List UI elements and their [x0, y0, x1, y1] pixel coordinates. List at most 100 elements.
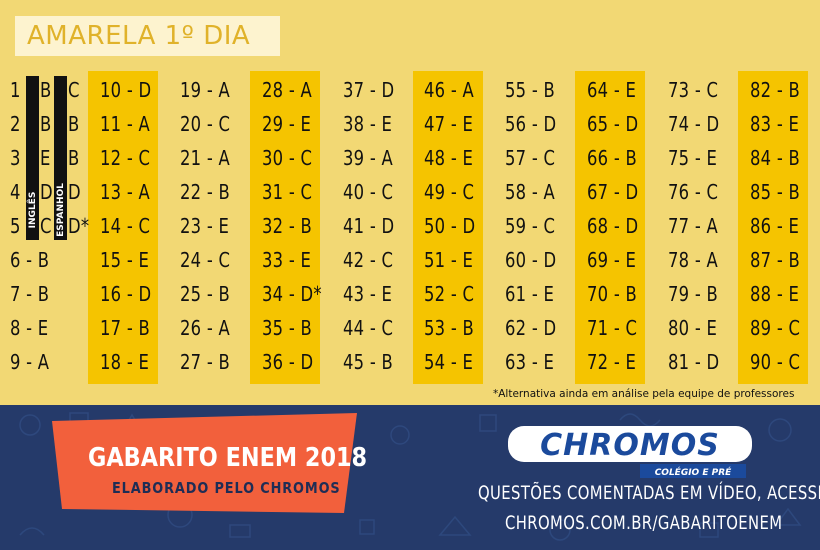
spanish-label: ESPANHOL [56, 183, 66, 237]
answer-item: 18 - E [100, 350, 150, 374]
answer-item: 55 - B [505, 78, 555, 102]
cta-line-1: QUESTÕES COMENTADAS EM VÍDEO, ACESSE: [478, 482, 820, 504]
answer-item: 52 - C [424, 282, 475, 306]
answer-item: 17 - B [100, 316, 150, 340]
english-label: INGLÊS [28, 191, 38, 229]
answer-item: 29 - E [262, 112, 312, 136]
answer-item: 35 - B [262, 316, 312, 340]
footnote: *Alternativa ainda em análise pela equip… [493, 388, 795, 400]
answer-item: 30 - C [262, 146, 313, 170]
language-answer-english: E [40, 146, 51, 170]
language-answer-number: 5 [10, 214, 21, 238]
answer-item: 37 - D [343, 78, 395, 102]
answer-item: 39 - A [343, 146, 393, 170]
answer-item: 22 - B [180, 180, 230, 204]
banner-shape [52, 413, 357, 513]
title-box [15, 16, 280, 56]
answer-item: 46 - A [424, 78, 474, 102]
answer-item: 31 - C [262, 180, 313, 204]
language-answer-number: 1 [10, 78, 21, 102]
answer-item: 16 - D [100, 282, 152, 306]
answer-item: 40 - C [343, 180, 394, 204]
english-strip [26, 76, 39, 240]
answer-item: 49 - C [424, 180, 475, 204]
answer-item: 79 - B [668, 282, 718, 306]
answer-item: 26 - A [180, 316, 230, 340]
highlight-band [575, 71, 645, 384]
answer-item: 19 - A [180, 78, 230, 102]
answer-item: 27 - B [180, 350, 230, 374]
answer-item: 69 - E [587, 248, 637, 272]
answer-item: 53 - B [424, 316, 474, 340]
answer-item: 23 - E [180, 214, 230, 238]
banner-title: GABARITO ENEM 2018 [88, 443, 368, 473]
highlight-band [250, 71, 320, 384]
highlight-band [738, 71, 808, 384]
answer-item: 64 - E [587, 78, 637, 102]
language-answer-number: 2 [10, 112, 21, 136]
answer-item: 61 - E [505, 282, 555, 306]
language-answer-english: C [40, 214, 52, 238]
answer-item: 41 - D [343, 214, 395, 238]
answer-item: 24 - C [180, 248, 231, 272]
answer-item: 82 - B [750, 78, 800, 102]
answer-item: 43 - E [343, 282, 393, 306]
answer-item: 10 - D [100, 78, 152, 102]
answer-item: 67 - D [587, 180, 639, 204]
answer-item: 81 - D [668, 350, 720, 374]
language-answer-english: D [40, 180, 53, 204]
answer-item: 13 - A [100, 180, 150, 204]
answer-item: 70 - B [587, 282, 637, 306]
spanish-strip [54, 76, 67, 240]
page-title: AMARELA 1º DIA [27, 21, 251, 51]
answer-item: 14 - C [100, 214, 151, 238]
answer-item: 63 - E [505, 350, 555, 374]
answer-item: 57 - C [505, 146, 556, 170]
answer-item: 59 - C [505, 214, 556, 238]
language-answer-spanish: D [68, 180, 81, 204]
svg-text:CHROMOS: CHROMOS [540, 428, 720, 463]
answer-item: 38 - E [343, 112, 393, 136]
answer-item: 77 - A [668, 214, 718, 238]
language-answer-number: 4 [10, 180, 21, 204]
answer-item: 74 - D [668, 112, 720, 136]
answer-item: 51 - E [424, 248, 474, 272]
language-answer-english: B [40, 78, 52, 102]
answer-item: 83 - E [750, 112, 800, 136]
answer-item: 85 - B [750, 180, 800, 204]
svg-text:COLÉGIO E PRÉ: COLÉGIO E PRÉ [655, 466, 732, 478]
answer-item: 32 - B [262, 214, 312, 238]
answer-item: 34 - D* [262, 282, 322, 306]
answer-item: 80 - E [668, 316, 718, 340]
language-answer-spanish: D* [68, 214, 90, 238]
answer-item: 33 - E [262, 248, 312, 272]
answer-item: 45 - B [343, 350, 393, 374]
answer-item: 65 - D [587, 112, 639, 136]
banner-subtitle: ELABORADO PELO CHROMOS [112, 479, 341, 497]
language-answer-english: B [40, 112, 52, 136]
answer-item: 42 - C [343, 248, 394, 272]
answer-item: 54 - E [424, 350, 474, 374]
answer-item: 6 - B [10, 248, 50, 272]
answer-item: 84 - B [750, 146, 800, 170]
answer-item: 8 - E [10, 316, 49, 340]
answer-item: 12 - C [100, 146, 151, 170]
answer-item: 47 - E [424, 112, 474, 136]
chromos-logo: CHROMOS COLÉGIO E PRÉ [508, 426, 752, 478]
language-answer-number: 3 [10, 146, 21, 170]
answer-item: 21 - A [180, 146, 230, 170]
answer-item: 71 - C [587, 316, 638, 340]
answer-item: 68 - D [587, 214, 639, 238]
answer-item: 88 - E [750, 282, 800, 306]
answer-item: 66 - B [587, 146, 637, 170]
answer-item: 86 - E [750, 214, 800, 238]
answer-item: 20 - C [180, 112, 231, 136]
highlight-band [413, 71, 483, 384]
answer-item: 48 - E [424, 146, 474, 170]
highlight-band [88, 71, 158, 384]
answer-item: 9 - A [10, 350, 50, 374]
cta-link[interactable]: CHROMOS.COM.BR/GABARITOENEM [505, 512, 783, 534]
answer-item: 44 - C [343, 316, 394, 340]
answer-item: 62 - D [505, 316, 557, 340]
